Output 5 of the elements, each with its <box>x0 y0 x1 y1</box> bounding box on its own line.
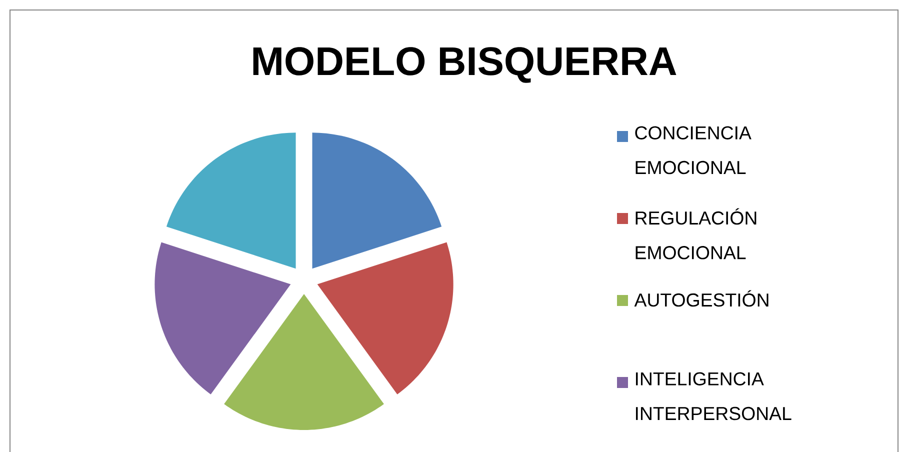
legend-label: CONCIENCIA EMOCIONAL <box>635 126 752 174</box>
legend-label: INTELIGENCIA INTERPERSONAL <box>636 372 792 420</box>
chart-title: MODELO BISQUERRA <box>253 47 676 83</box>
legend-label: AUTOGESTIÓN <box>634 290 768 307</box>
legend-label: REGULACIÓN EMOCIONAL <box>636 208 756 260</box>
